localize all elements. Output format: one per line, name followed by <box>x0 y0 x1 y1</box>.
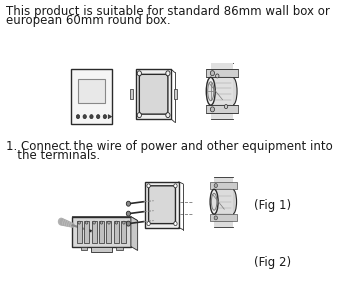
Circle shape <box>174 184 177 188</box>
Circle shape <box>166 113 170 118</box>
Circle shape <box>58 218 64 226</box>
Circle shape <box>214 216 218 220</box>
Ellipse shape <box>210 189 218 214</box>
Circle shape <box>59 218 66 226</box>
Circle shape <box>126 211 131 216</box>
Bar <box>106 221 111 242</box>
Bar <box>136 69 171 119</box>
Circle shape <box>85 221 88 224</box>
Bar <box>78 79 105 103</box>
Ellipse shape <box>208 82 214 101</box>
Bar <box>210 182 237 189</box>
Bar <box>80 247 87 251</box>
Circle shape <box>122 221 125 224</box>
Circle shape <box>90 115 93 119</box>
Text: (Fig 2): (Fig 2) <box>255 256 292 269</box>
Circle shape <box>78 221 80 224</box>
Circle shape <box>103 115 106 119</box>
Circle shape <box>115 221 118 224</box>
Bar <box>130 89 134 99</box>
Bar <box>72 217 131 247</box>
Text: 1. Connect the wire of power and other equipment into: 1. Connect the wire of power and other e… <box>6 140 333 153</box>
Circle shape <box>166 71 170 76</box>
Bar <box>121 221 126 242</box>
Circle shape <box>70 223 75 228</box>
Ellipse shape <box>228 77 237 105</box>
Ellipse shape <box>206 77 215 105</box>
Circle shape <box>224 105 228 109</box>
FancyBboxPatch shape <box>148 186 176 223</box>
Bar <box>84 221 89 242</box>
Polygon shape <box>72 217 138 221</box>
Polygon shape <box>214 177 232 227</box>
Polygon shape <box>131 217 138 251</box>
Circle shape <box>65 221 70 227</box>
Bar <box>145 182 179 228</box>
FancyBboxPatch shape <box>139 74 168 114</box>
Circle shape <box>174 222 177 226</box>
Bar <box>77 221 82 242</box>
Circle shape <box>69 222 73 228</box>
Bar <box>206 105 238 113</box>
Bar <box>71 69 111 124</box>
Circle shape <box>63 220 69 227</box>
Circle shape <box>147 184 150 188</box>
Circle shape <box>210 107 215 112</box>
Circle shape <box>147 222 150 226</box>
Circle shape <box>62 219 67 226</box>
Circle shape <box>67 221 72 227</box>
Circle shape <box>126 221 131 226</box>
Text: This product is suitable for standard 86mm wall box or: This product is suitable for standard 86… <box>6 5 330 18</box>
Bar <box>91 221 96 242</box>
Circle shape <box>137 71 141 76</box>
Circle shape <box>216 74 219 78</box>
Circle shape <box>100 221 103 224</box>
Circle shape <box>93 221 95 224</box>
Circle shape <box>210 71 215 76</box>
Bar <box>91 247 111 253</box>
Text: (Fig 1): (Fig 1) <box>255 199 292 212</box>
Polygon shape <box>108 115 111 119</box>
Circle shape <box>96 115 100 119</box>
Bar <box>174 89 177 99</box>
Circle shape <box>137 113 141 118</box>
Bar <box>116 247 122 251</box>
Bar <box>99 221 104 242</box>
Circle shape <box>83 115 87 119</box>
Bar <box>206 69 238 77</box>
Ellipse shape <box>229 189 237 214</box>
Text: european 60mm round box.: european 60mm round box. <box>6 14 171 26</box>
Circle shape <box>126 201 131 206</box>
Bar <box>114 221 119 242</box>
Circle shape <box>76 115 80 119</box>
Circle shape <box>108 221 110 224</box>
Circle shape <box>214 183 218 187</box>
Text: the terminals.: the terminals. <box>6 149 100 162</box>
Polygon shape <box>211 63 232 119</box>
Ellipse shape <box>211 193 217 210</box>
Bar <box>210 214 237 221</box>
